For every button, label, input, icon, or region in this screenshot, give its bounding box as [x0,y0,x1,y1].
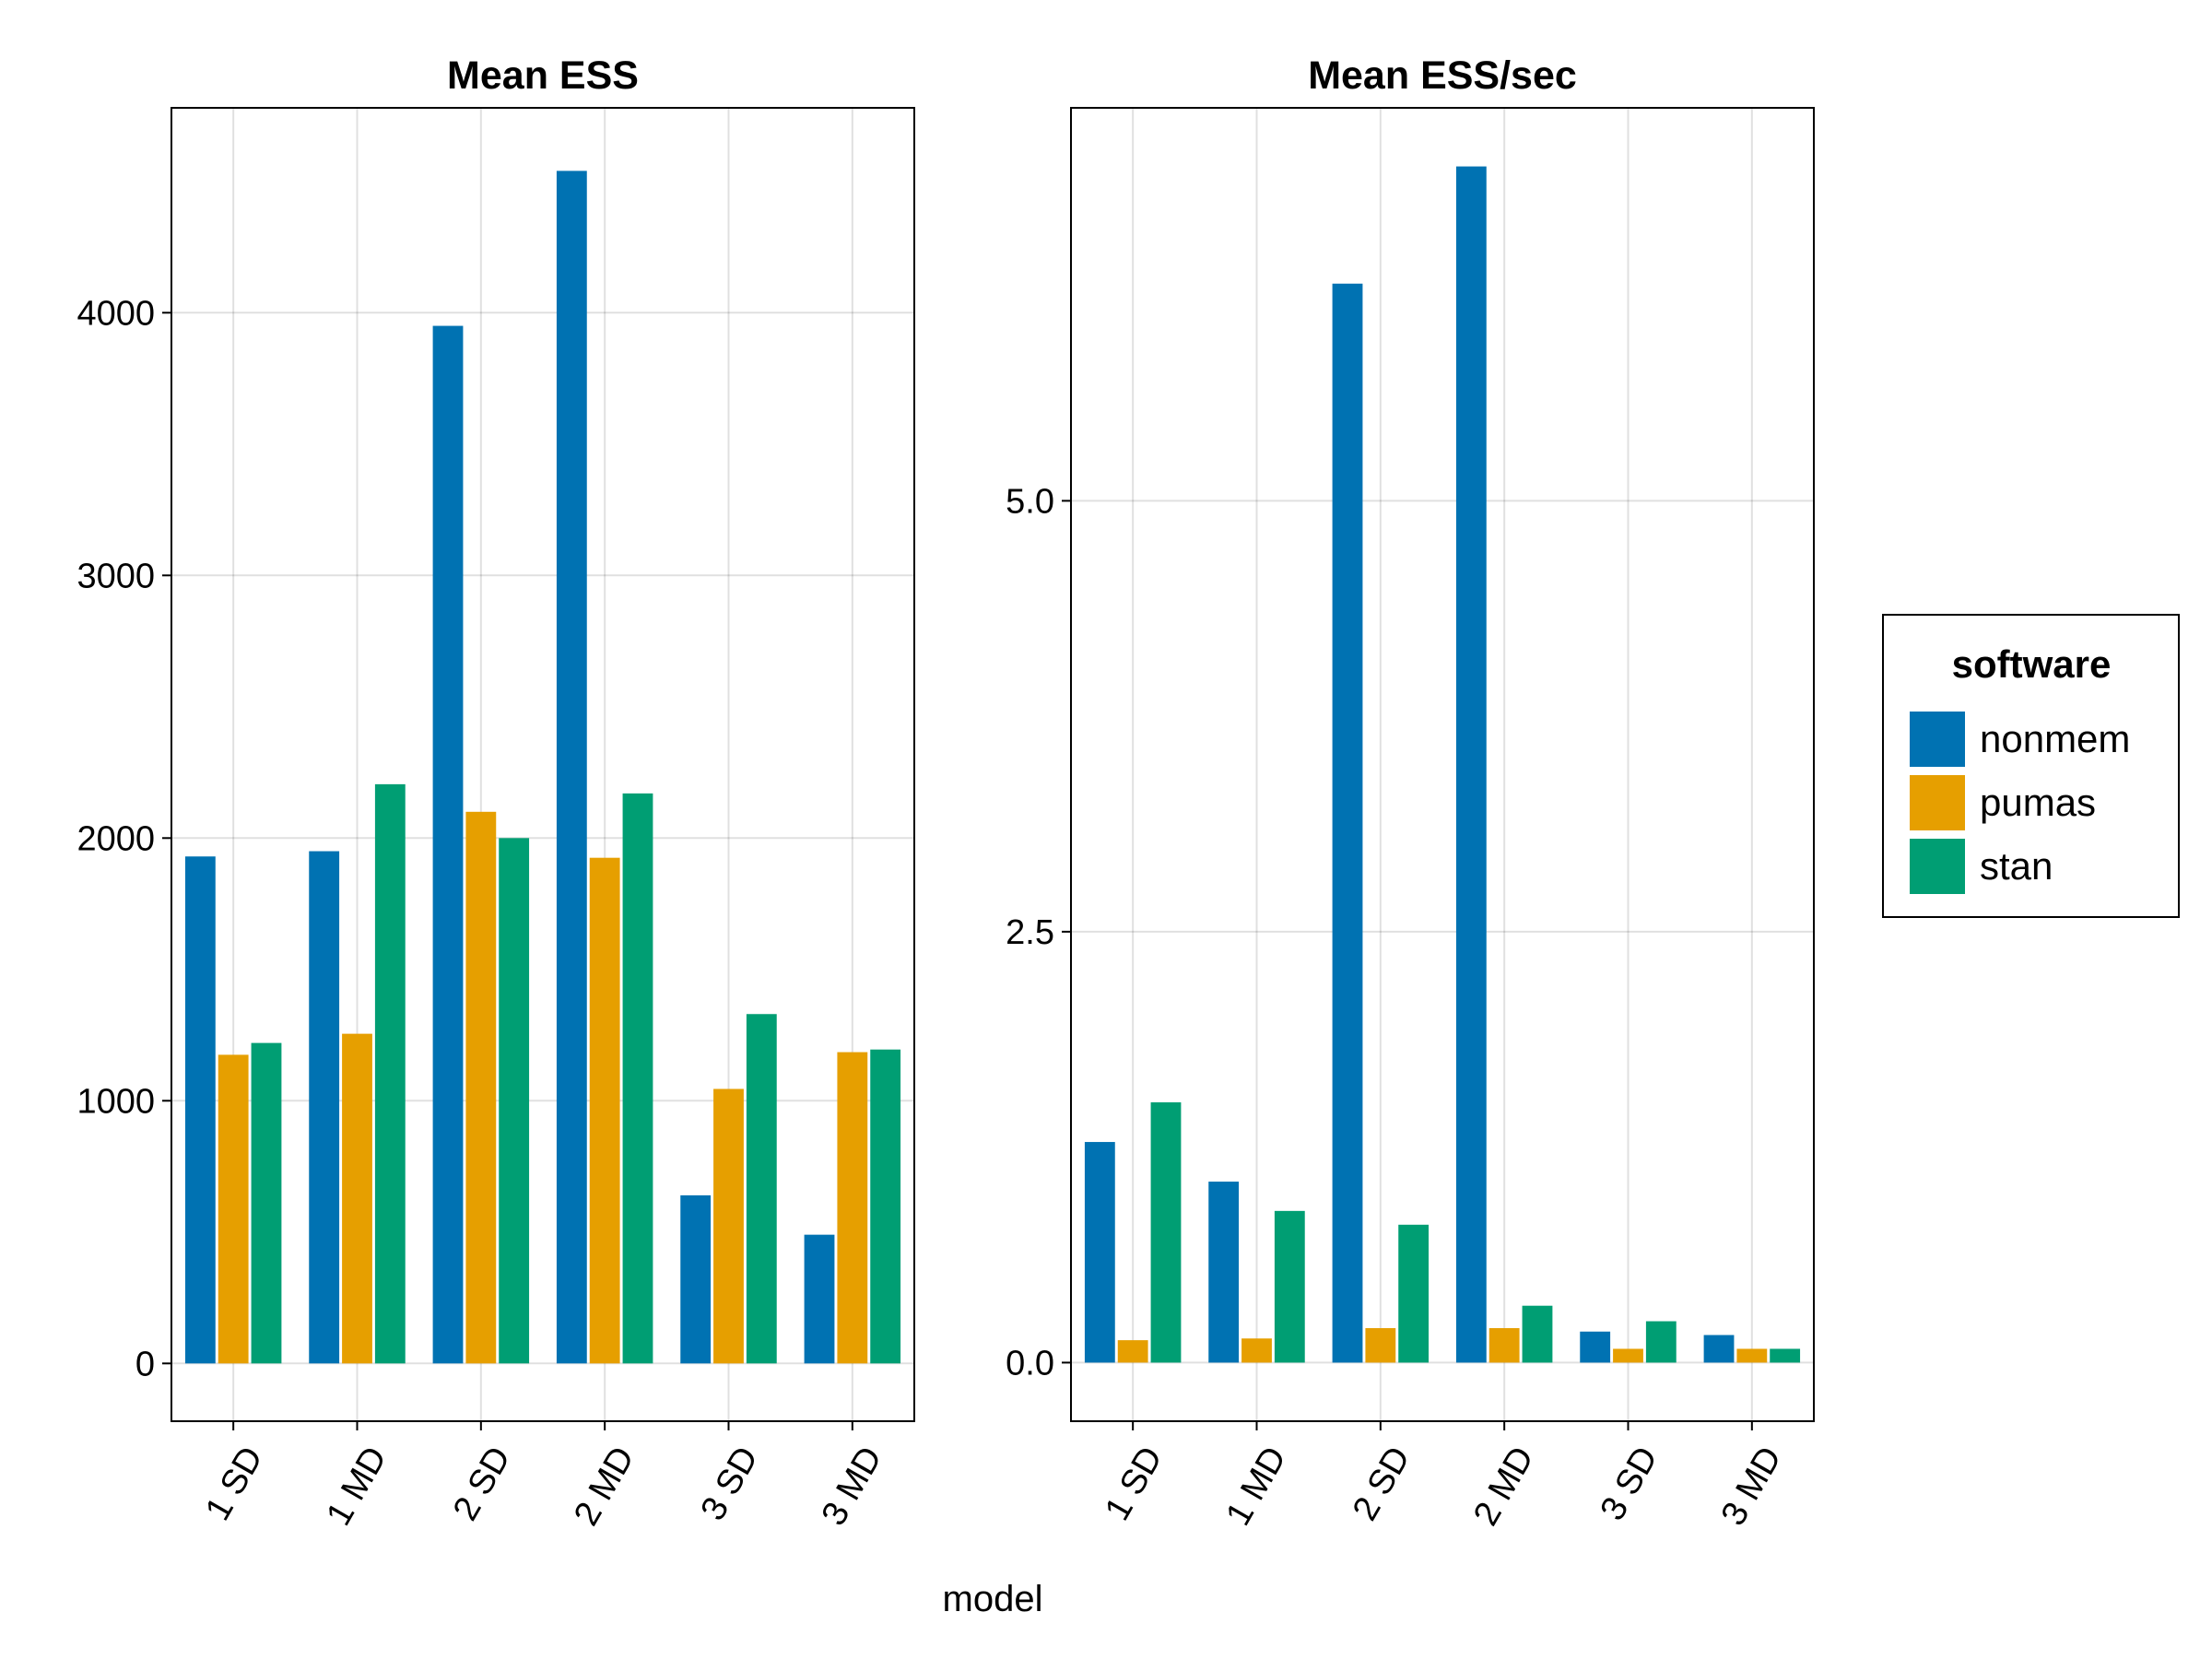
bar-pumas-3-md [1736,1348,1768,1363]
x-tick-label: 1 SD [198,1441,271,1527]
legend-item-stan: stan [1910,839,2053,894]
legend-swatch-nonmem [1910,712,1965,767]
x-tick-label: 1 SD [1098,1441,1171,1527]
y-tick-label: 1000 [76,1082,155,1121]
bar-pumas-3-md [837,1052,868,1364]
bar-pumas-2-md [589,857,620,1364]
bar-stan-3-md [1770,1348,1801,1363]
bar-nonmem-2-md [556,171,587,1364]
bar-nonmem-3-md [804,1234,835,1364]
legend-title: software [1952,642,2112,686]
y-tick-label: 0.0 [1006,1344,1054,1382]
bar-nonmem-1-sd [184,856,216,1364]
legend-item-nonmem: nonmem [1910,712,2130,767]
bar-stan-1-md [374,783,406,1364]
bar-nonmem-2-sd [1332,283,1363,1363]
bar-nonmem-3-sd [680,1194,712,1364]
shared-x-axis-label: model [943,1579,1043,1619]
plot-frame [1070,107,1815,1422]
x-tick-label: 3 MD [815,1441,890,1533]
bar-stan-2-md [1522,1305,1553,1363]
y-tick-label: 4000 [76,294,155,333]
legend-label-nonmem: nonmem [1980,717,2130,760]
bar-nonmem-3-md [1703,1335,1735,1363]
x-tick-label: 3 MD [1714,1441,1790,1533]
chart-panel-1: 0 1000 2000 3000 4000 1 SD 1 MD 2 SD 2 MD 3 SD 3 M… [76,53,915,1533]
y-tick-label: 2000 [76,819,155,858]
bar-pumas-1-md [1241,1338,1272,1363]
bar-stan-2-md [622,793,653,1364]
x-tick-label: 1 MD [1218,1441,1294,1533]
legend-label-stan: stan [1980,844,2053,888]
bar-stan-1-md [1274,1210,1305,1363]
x-tick-label: 2 MD [567,1441,642,1533]
bar-nonmem-1-sd [1084,1142,1115,1363]
plot-area [1071,108,1814,1421]
bar-pumas-3-sd [713,1088,744,1364]
bar-pumas-1-sd [1117,1340,1148,1363]
bar-pumas-2-sd [465,811,497,1364]
bar-stan-3-sd [746,1014,777,1364]
legend-items: nonmem pumas stan [1910,712,2130,894]
bar-nonmem-1-md [1208,1182,1240,1363]
x-tick-label: 2 SD [446,1441,519,1527]
plot-frame [171,107,915,1422]
x-tick-label: 3 SD [1594,1441,1666,1527]
bar-stan-2-sd [499,838,530,1364]
bar-pumas-3-sd [1613,1348,1643,1363]
bar-nonmem-2-md [1455,166,1487,1363]
legend-swatch-pumas [1910,775,1965,830]
y-tick-label: 2.5 [1006,913,1054,952]
bar-pumas-2-sd [1365,1328,1396,1363]
legend: software nonmem pumas stan [1882,614,2180,918]
y-tick-label: 0 [135,1345,155,1383]
plot-area [171,108,914,1421]
chart-title: Mean ESS [447,53,639,98]
chart-title: Mean ESS/sec [1308,53,1577,98]
bar-nonmem-2-sd [432,325,464,1364]
panels: 0 1000 2000 3000 4000 1 SD 1 MD 2 SD 2 MD 3 SD 3 M… [76,53,1815,1533]
bar-stan-2-sd [1398,1224,1430,1363]
bar-nonmem-3-sd [1580,1331,1611,1363]
legend-label-pumas: pumas [1980,781,2096,824]
bar-nonmem-1-md [309,851,340,1364]
bar-stan-3-md [870,1049,901,1364]
legend-swatch-stan [1910,839,1965,894]
y-tick-label: 5.0 [1006,482,1054,521]
bar-stan-1-sd [1150,1102,1182,1363]
x-tick-label: 2 MD [1466,1441,1542,1533]
legend-item-pumas: pumas [1910,775,2096,830]
x-tick-label: 1 MD [319,1441,394,1533]
chart-panel-2: 0.0 2.5 5.0 1 SD 1 MD 2 SD 2 MD 3 SD 3 MD Mean ES… [1006,53,1815,1533]
x-tick-label: 3 SD [694,1441,767,1527]
bar-pumas-2-md [1488,1328,1520,1363]
x-tick-label: 2 SD [1346,1441,1418,1527]
bar-stan-3-sd [1645,1321,1677,1363]
bar-pumas-1-md [342,1033,372,1364]
bar-pumas-1-sd [218,1054,249,1364]
bar-stan-1-sd [251,1042,282,1364]
y-tick-label: 3000 [76,557,155,595]
